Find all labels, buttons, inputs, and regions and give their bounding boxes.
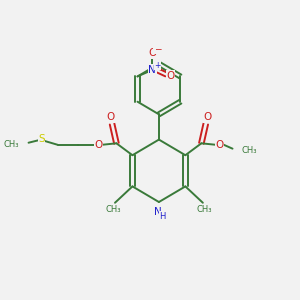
Text: S: S [38,134,45,144]
Text: O: O [166,71,174,81]
Text: H: H [160,212,166,221]
Text: O: O [215,140,223,150]
Text: +: + [154,61,161,70]
Text: O: O [203,112,211,122]
Text: CH₃: CH₃ [106,205,121,214]
Text: CH₃: CH₃ [242,146,257,155]
Text: N: N [148,65,156,75]
Text: −: − [154,44,161,53]
Text: O: O [148,48,156,58]
Text: O: O [94,140,103,150]
Text: O: O [106,112,115,122]
Text: CH₃: CH₃ [4,140,19,149]
Text: N: N [154,206,161,217]
Text: CH₃: CH₃ [196,205,212,214]
